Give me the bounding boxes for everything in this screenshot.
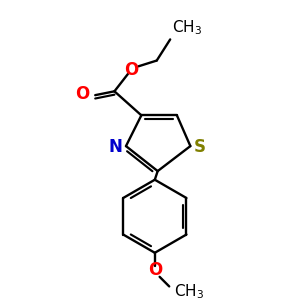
Text: O: O xyxy=(148,261,162,279)
Text: N: N xyxy=(108,138,122,156)
Text: O: O xyxy=(75,85,89,103)
Text: CH$_3$: CH$_3$ xyxy=(172,18,202,37)
Text: CH$_3$: CH$_3$ xyxy=(174,282,204,300)
Text: S: S xyxy=(194,138,206,156)
Text: O: O xyxy=(124,61,139,79)
